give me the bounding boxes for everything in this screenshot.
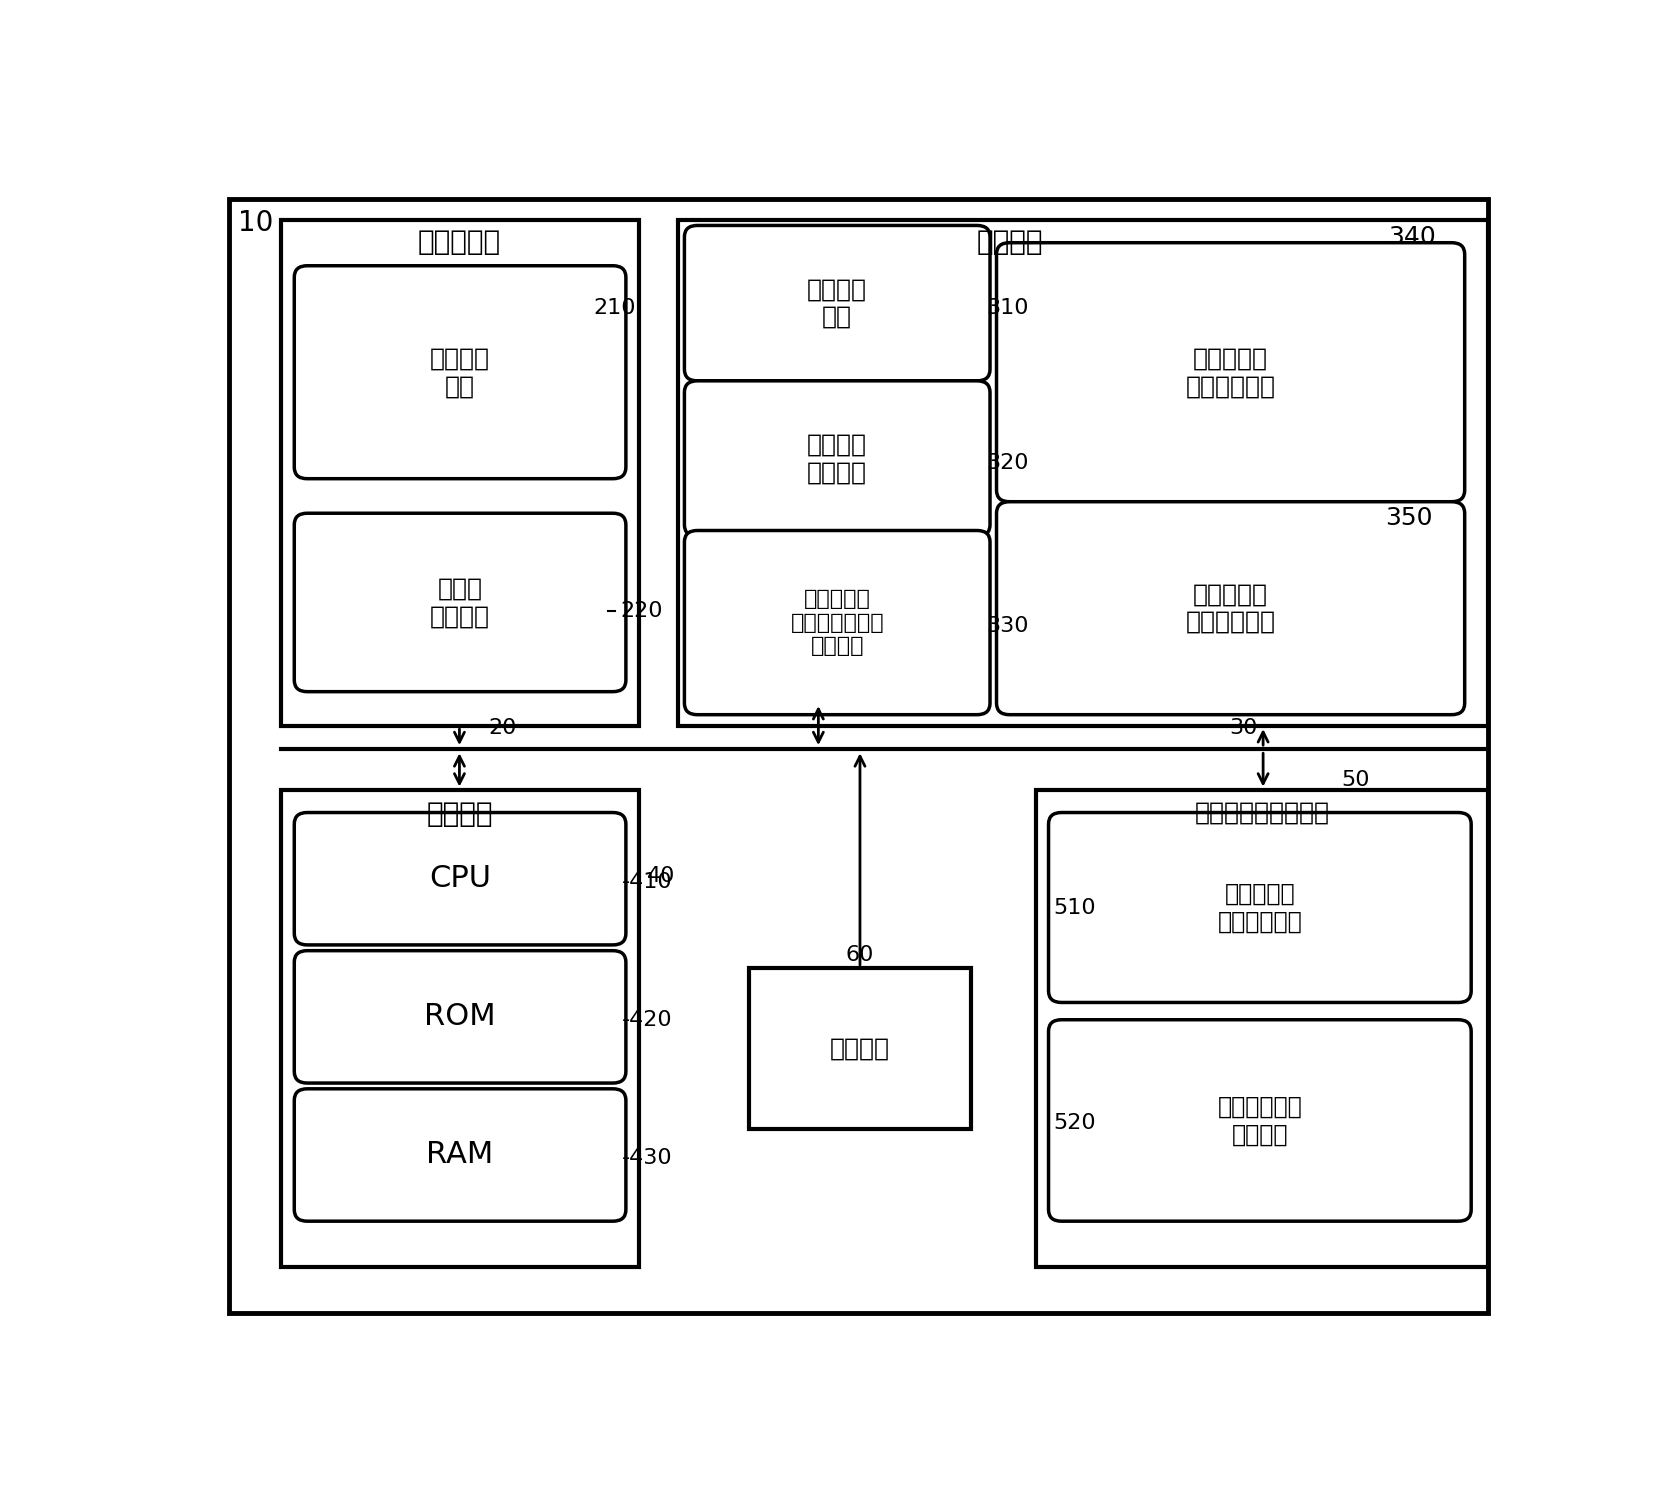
Text: -410: -410 <box>623 872 673 891</box>
FancyBboxPatch shape <box>685 531 990 715</box>
Text: 340: 340 <box>1388 224 1436 250</box>
Text: 车辆设置
信息: 车辆设置 信息 <box>807 277 868 329</box>
Text: 320: 320 <box>987 453 1029 472</box>
Bar <box>1035 789 1488 1268</box>
FancyBboxPatch shape <box>1049 1020 1472 1221</box>
Text: 处理部分: 处理部分 <box>426 800 493 828</box>
FancyBboxPatch shape <box>294 266 626 478</box>
Text: 操作状态设置
存储部分: 操作状态设置 存储部分 <box>1218 1094 1302 1147</box>
Text: 510: 510 <box>1054 898 1096 918</box>
Text: 检测部分群: 检测部分群 <box>418 227 502 256</box>
Text: 车速区域
设置信息: 车速区域 设置信息 <box>807 432 868 484</box>
Text: 换档时油门
开度设置信息: 换档时油门 开度设置信息 <box>1186 583 1275 634</box>
Text: 定档时油门
开度设置信息: 定档时油门 开度设置信息 <box>1186 347 1275 398</box>
Text: 发动机声音
数据存储部分: 发动机声音 数据存储部分 <box>1218 882 1302 933</box>
Bar <box>750 967 970 1129</box>
Text: 40: 40 <box>646 866 675 887</box>
FancyBboxPatch shape <box>294 813 626 945</box>
FancyBboxPatch shape <box>294 513 626 692</box>
Text: 存储部分: 存储部分 <box>977 227 1042 256</box>
Text: 20: 20 <box>488 719 517 739</box>
FancyBboxPatch shape <box>997 502 1465 715</box>
Bar <box>282 220 639 727</box>
Text: CPU: CPU <box>430 864 492 893</box>
Text: 220: 220 <box>621 601 663 620</box>
Text: ROM: ROM <box>425 1002 497 1032</box>
Bar <box>282 789 639 1268</box>
FancyBboxPatch shape <box>1049 813 1472 1003</box>
FancyBboxPatch shape <box>294 1088 626 1221</box>
Text: RAM: RAM <box>426 1141 493 1169</box>
FancyBboxPatch shape <box>685 381 990 537</box>
Bar <box>678 220 1488 727</box>
Text: 速度与转数
之间的对应关系
设置信息: 速度与转数 之间的对应关系 设置信息 <box>790 589 884 656</box>
Text: 210: 210 <box>594 299 636 318</box>
Text: 30: 30 <box>1230 719 1258 739</box>
Text: 60: 60 <box>846 945 874 966</box>
Text: 操作部分: 操作部分 <box>831 1036 889 1060</box>
Text: 310: 310 <box>987 299 1029 318</box>
Text: 330: 330 <box>987 616 1029 635</box>
Text: 10: 10 <box>238 209 274 238</box>
FancyBboxPatch shape <box>997 242 1465 502</box>
Text: -430: -430 <box>623 1148 673 1168</box>
Text: 加速度
检测部分: 加速度 检测部分 <box>430 577 490 628</box>
FancyBboxPatch shape <box>294 951 626 1082</box>
Text: 发动机声音生成部分: 发动机声音生成部分 <box>1195 800 1329 825</box>
FancyBboxPatch shape <box>685 226 990 381</box>
Text: 350: 350 <box>1384 505 1431 529</box>
Text: 车速检测
部分: 车速检测 部分 <box>430 347 490 398</box>
Text: 50: 50 <box>1341 770 1369 791</box>
Text: -420: -420 <box>623 1009 673 1030</box>
Text: 520: 520 <box>1054 1114 1096 1133</box>
